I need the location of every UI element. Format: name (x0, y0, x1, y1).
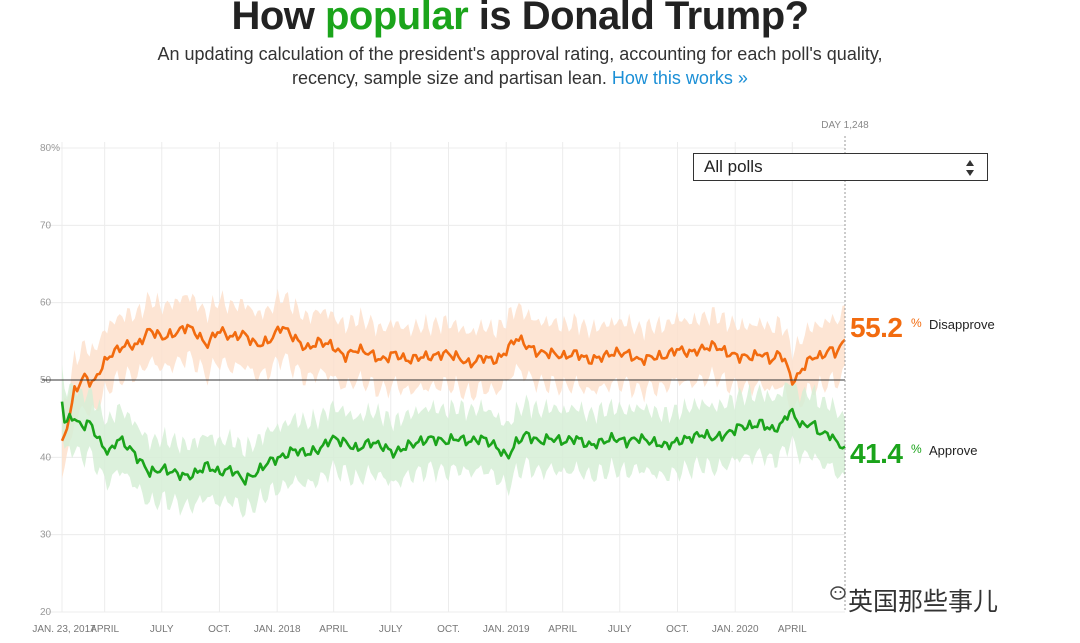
x-tick-label: JAN. 2019 (483, 624, 530, 635)
x-tick-label: JULY (150, 624, 174, 635)
x-tick-label: JULY (608, 624, 632, 635)
x-tick-label: OCT. (666, 624, 689, 635)
disapprove-label: Disapprove (929, 317, 995, 332)
wechat-icon (830, 586, 846, 600)
poll-filter-select[interactable]: All polls (693, 153, 988, 181)
subtitle: An updating calculation of the president… (0, 42, 1040, 90)
y-tick-label: 30 (40, 530, 52, 541)
y-tick-label: 70 (40, 220, 52, 231)
page-title: How popular is Donald Trump? (0, 0, 1040, 39)
approve-value: 41.4 (850, 438, 903, 469)
how-this-works-link[interactable]: How this works » (611, 68, 748, 88)
disapprove-line (60, 323, 846, 442)
y-tick-label: 60 (40, 298, 52, 309)
subtitle-line-2: recency, sample size and partisan lean. … (0, 66, 1040, 90)
x-tick-label: OCT. (208, 624, 231, 635)
watermark-text: 英国那些事儿 (848, 587, 999, 616)
poll-filter-value: All polls (704, 157, 763, 176)
y-tick-label: 20 (40, 607, 52, 618)
x-tick-label: JAN. 2018 (254, 624, 301, 635)
day-label: DAY 1,248 (821, 120, 869, 131)
approve-line (60, 401, 846, 486)
x-tick-label: JAN. 2020 (712, 624, 759, 635)
subtitle-line-1: An updating calculation of the president… (157, 44, 883, 64)
x-tick-label: APRIL (90, 624, 119, 635)
uncertainty-bands (62, 289, 845, 518)
x-tick-label: JULY (379, 624, 403, 635)
approve-uncertainty-band (62, 364, 845, 518)
x-tick-label: APRIL (548, 624, 577, 635)
y-tick-label: 40 (40, 452, 52, 463)
approve-percent: % (911, 442, 922, 456)
title-pre: How (231, 0, 325, 38)
x-tick-label: APRIL (778, 624, 807, 635)
x-tick-label: APRIL (319, 624, 348, 635)
title-post: is Donald Trump? (468, 0, 809, 38)
y-tick-label: 80% (40, 143, 60, 154)
disapprove-value: 55.2 (850, 312, 903, 343)
approve-label: Approve (929, 443, 978, 458)
x-tick-label: OCT. (437, 624, 460, 635)
select-arrows-icon (966, 160, 974, 176)
series-lines (60, 323, 846, 486)
subtitle-line-2-text: recency, sample size and partisan lean. (292, 68, 607, 88)
disapprove-percent: % (911, 316, 922, 330)
disapprove-uncertainty-band (62, 289, 845, 479)
x-tick-label: JAN. 23, 2017 (32, 624, 96, 635)
title-accent: popular (324, 0, 469, 38)
